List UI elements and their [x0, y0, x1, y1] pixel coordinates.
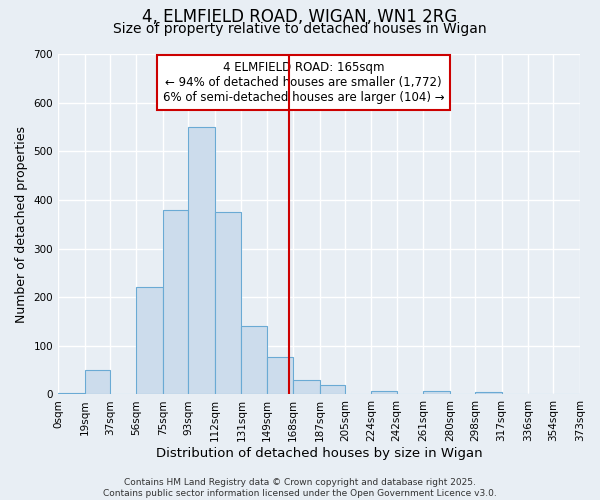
- Bar: [266, 356, 293, 395]
- X-axis label: Distribution of detached houses by size in Wigan: Distribution of detached houses by size …: [156, 447, 482, 460]
- Text: 4 ELMFIELD ROAD: 165sqm
← 94% of detached houses are smaller (1,772)
6% of semi-: 4 ELMFIELD ROAD: 165sqm ← 94% of detache…: [163, 61, 444, 104]
- Bar: [475, 392, 502, 394]
- Bar: [241, 326, 266, 394]
- Text: 4, ELMFIELD ROAD, WIGAN, WN1 2RG: 4, ELMFIELD ROAD, WIGAN, WN1 2RG: [142, 8, 458, 26]
- Bar: [85, 370, 110, 394]
- Bar: [423, 390, 450, 394]
- Bar: [136, 288, 163, 395]
- Bar: [320, 384, 345, 394]
- Text: Contains HM Land Registry data © Crown copyright and database right 2025.
Contai: Contains HM Land Registry data © Crown c…: [103, 478, 497, 498]
- Bar: [215, 212, 241, 394]
- Bar: [163, 210, 188, 394]
- Bar: [371, 390, 397, 394]
- Bar: [188, 127, 215, 394]
- Text: Size of property relative to detached houses in Wigan: Size of property relative to detached ho…: [113, 22, 487, 36]
- Y-axis label: Number of detached properties: Number of detached properties: [15, 126, 28, 322]
- Bar: [293, 380, 320, 394]
